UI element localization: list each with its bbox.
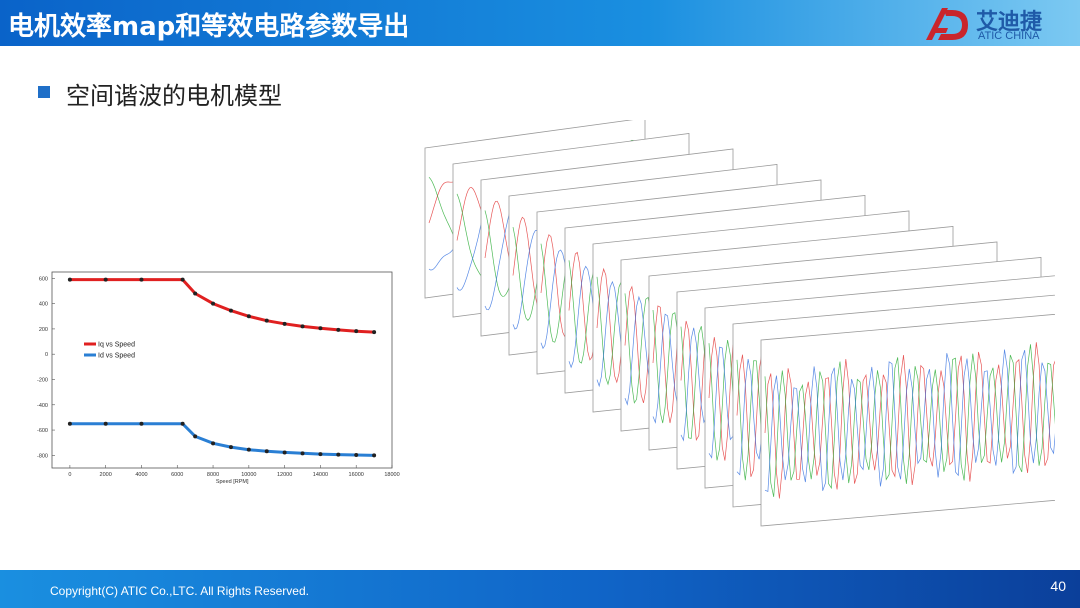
data-point xyxy=(336,327,341,332)
bullet-text: 空间谐波的电机模型 xyxy=(66,82,282,110)
data-point xyxy=(193,291,198,296)
phase-wave xyxy=(764,342,1055,499)
data-point xyxy=(300,451,305,456)
data-point xyxy=(103,421,108,426)
x-tick-label: 18000 xyxy=(384,472,399,478)
phase-wave xyxy=(764,344,1055,497)
data-point xyxy=(264,449,269,454)
logo-mark-icon xyxy=(926,8,968,40)
title-bar: 电机效率map和等效电路参数导出 艾迪捷 ATIC CHINA xyxy=(0,0,1080,46)
logo-name-en: ATIC CHINA xyxy=(978,30,1040,42)
waveform-panel xyxy=(760,313,1055,527)
data-point xyxy=(354,329,359,334)
footer-bar: Copyright(C) ATIC Co.,LTC. All Rights Re… xyxy=(0,570,1080,608)
data-point xyxy=(139,421,144,426)
slide-title: 电机效率map和等效电路参数导出 xyxy=(8,12,410,42)
data-point xyxy=(228,445,233,450)
data-point xyxy=(318,452,323,457)
x-tick-label: 14000 xyxy=(313,472,328,478)
x-tick-label: 4000 xyxy=(135,472,147,478)
data-point xyxy=(67,277,72,282)
y-tick-label: -600 xyxy=(37,428,48,434)
data-point xyxy=(336,452,341,457)
data-point xyxy=(193,434,198,439)
y-tick-label: 200 xyxy=(39,327,48,333)
legend-entry: Iq vs Speed xyxy=(98,342,135,349)
data-point xyxy=(354,452,359,457)
data-point xyxy=(300,324,305,329)
page-number: 40 xyxy=(1050,578,1066,594)
iq-id-speed-chart: 600 400 200 0 -200 -400 -600 -800 0 2000 4000 6000 8… xyxy=(30,270,402,488)
data-point xyxy=(228,308,233,313)
y-tick-label: -400 xyxy=(37,403,48,409)
x-tick-label: 0 xyxy=(68,472,71,478)
plot-frame xyxy=(51,271,393,469)
x-tick-label: 2000 xyxy=(100,472,112,478)
y-tick-label: 0 xyxy=(45,352,48,358)
data-point xyxy=(246,447,251,452)
bullet-square-icon xyxy=(38,86,50,98)
data-point xyxy=(103,277,108,282)
x-tick-label: 16000 xyxy=(349,472,364,478)
data-point xyxy=(211,301,216,306)
data-point xyxy=(211,441,216,446)
x-tick-label: 12000 xyxy=(277,472,292,478)
data-point xyxy=(282,450,287,455)
logo-name-cn: 艾迪捷 xyxy=(976,10,1043,35)
y-tick-label: -800 xyxy=(37,453,48,459)
data-point xyxy=(180,421,185,426)
legend-entry: Id vs Speed xyxy=(98,353,135,360)
copyright-text: Copyright(C) ATIC Co.,LTC. All Rights Re… xyxy=(50,584,309,598)
data-point xyxy=(372,453,377,458)
data-point xyxy=(282,321,287,326)
data-point xyxy=(372,330,377,335)
y-tick-label: -200 xyxy=(37,377,48,383)
company-logo: 艾迪捷 ATIC CHINA xyxy=(922,4,1072,44)
data-point xyxy=(180,277,185,282)
data-point xyxy=(67,421,72,426)
phase-wave xyxy=(764,349,1055,493)
x-tick-label: 6000 xyxy=(171,472,183,478)
data-point xyxy=(264,318,269,323)
x-tick-label: 8000 xyxy=(207,472,219,478)
x-axis-label: Speed [RPM] xyxy=(216,479,249,485)
y-tick-label: 600 xyxy=(39,276,48,282)
y-tick-label: 400 xyxy=(39,302,48,308)
data-point xyxy=(318,326,323,331)
harmonic-waveform-stack xyxy=(424,120,1055,527)
data-point xyxy=(139,277,144,282)
data-point xyxy=(246,314,251,319)
x-tick-label: 10000 xyxy=(241,472,256,478)
